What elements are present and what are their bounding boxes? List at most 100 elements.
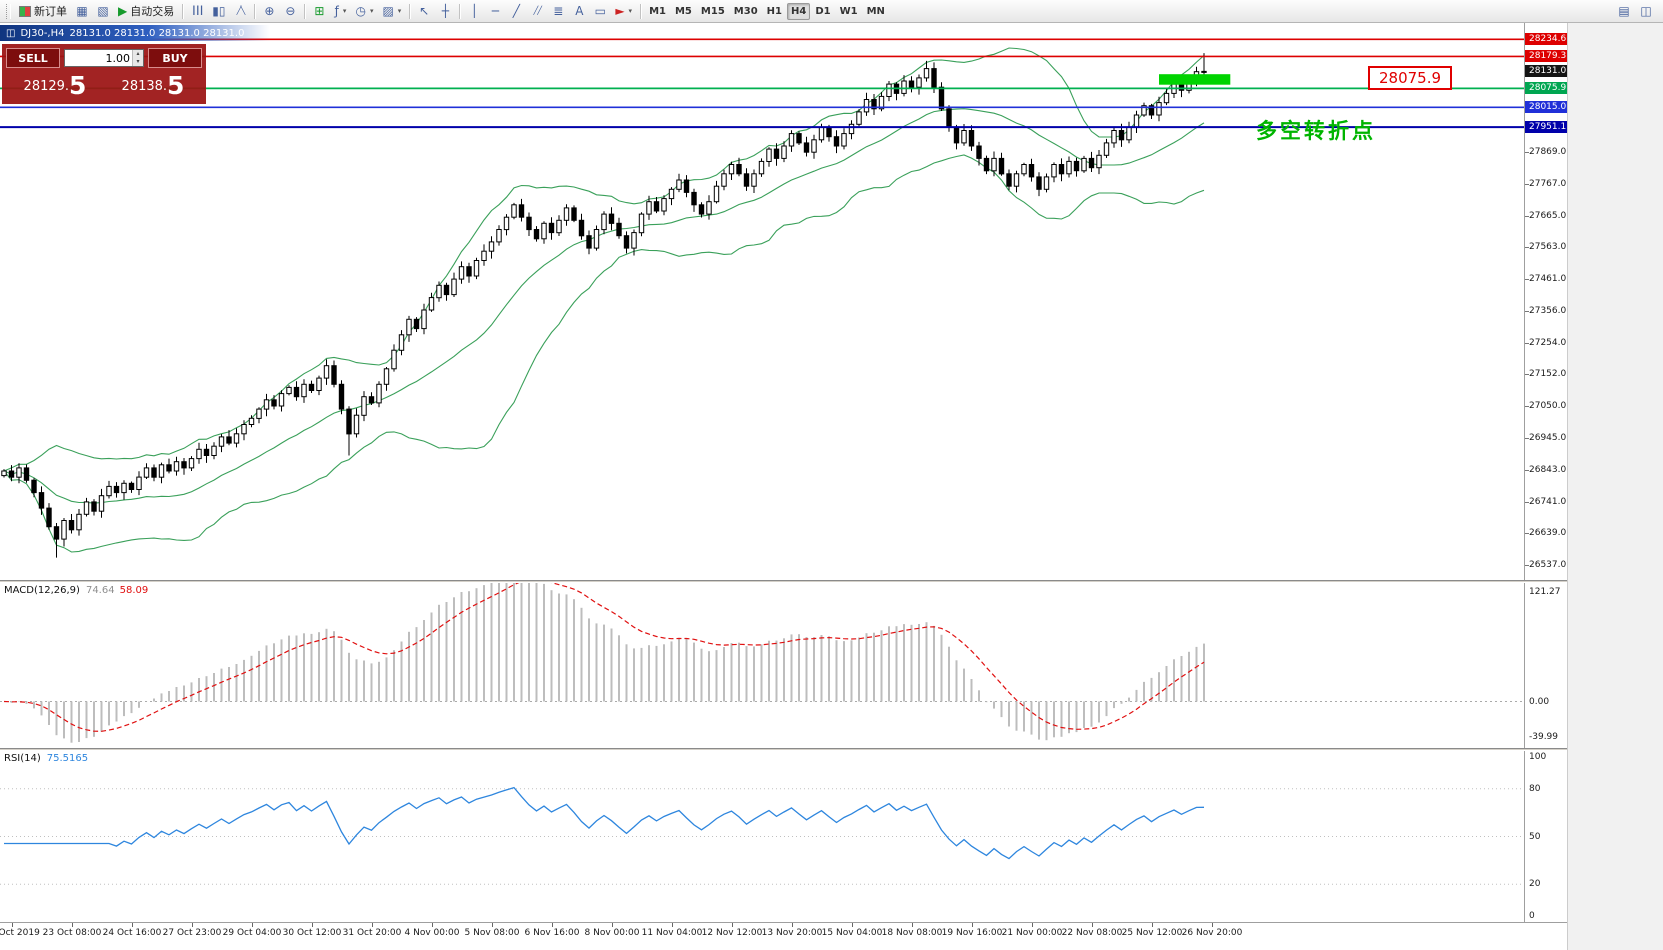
chart-window-caption[interactable]: ◫ DJ30-,H4 28131.0 28131.0 28131.0 28131… [0, 25, 270, 41]
templates-button[interactable]: ▨ ▾ [378, 2, 405, 21]
time-axis-tick [312, 923, 313, 927]
time-axis-tick [72, 923, 73, 927]
time-axis-label: 29 Oct 04:00 [222, 928, 282, 938]
text-tool-button[interactable]: A [569, 2, 589, 21]
dropdown-caret-icon: ▾ [397, 7, 402, 15]
price-axis[interactable]: 27869.0 27767.0 27665.0 27563.0 27461.0 27356… [1524, 23, 1567, 922]
price-axis-label: 27356.0 [1529, 306, 1567, 316]
horizontal-line-tool-button[interactable]: ─ [485, 2, 505, 21]
panel-splitter[interactable] [0, 748, 1567, 751]
time-axis-tick [432, 923, 433, 927]
zoom-out-button[interactable]: ⊖ [280, 2, 300, 21]
bar-chart-button[interactable]: ┃┃┃ [187, 2, 207, 21]
timeframe-button-d1[interactable]: D1 [811, 3, 834, 20]
horizontal-line-icon: ─ [491, 4, 499, 18]
time-axis-label: 6 Nov 16:00 [524, 928, 580, 938]
lot-size-stepper[interactable]: ▴ ▾ [132, 50, 143, 66]
turning-point-annotation[interactable]: 多空转折点 [1256, 119, 1376, 143]
timeframe-button-m30[interactable]: M30 [730, 3, 762, 20]
time-axis-tick [252, 923, 253, 927]
toolbar-grip[interactable] [6, 3, 11, 19]
timeframe-button-m1[interactable]: M1 [645, 3, 670, 20]
arrows-tool-button[interactable]: ► ▾ [611, 2, 636, 21]
periods-button[interactable]: ◷ ▾ [351, 2, 377, 21]
timeframe-button-h1[interactable]: H1 [763, 3, 786, 20]
macd-axis-label: -39.99 [1529, 732, 1559, 742]
profiles-button[interactable]: ▧ [93, 2, 113, 21]
timeframe-button-w1[interactable]: W1 [836, 3, 862, 20]
time-axis-label: 22 Nov 08:00 [1061, 928, 1123, 938]
price-axis-tick [1525, 184, 1529, 185]
timeframe-button-m5[interactable]: M5 [671, 3, 696, 20]
trendline-tool-button[interactable]: ╱ [506, 2, 526, 21]
zoom-in-button[interactable]: ⊕ [259, 2, 279, 21]
spin-down-icon[interactable]: ▾ [133, 58, 143, 66]
new-order-button[interactable]: 新订单 [15, 2, 71, 21]
cursor-icon: ↖ [419, 4, 430, 18]
lot-size-input[interactable] [65, 51, 132, 65]
buy-price-big-digit: 5 [167, 71, 185, 100]
fibonacci-tool-button[interactable]: ≣ [548, 2, 568, 21]
time-axis-label: 11 Nov 04:00 [641, 928, 703, 938]
tile-windows-button[interactable]: ⊞ [309, 2, 329, 21]
sell-button[interactable]: SELL [6, 48, 60, 68]
toolbar-more-icon-1: ▤ [1618, 4, 1630, 18]
spin-up-icon[interactable]: ▴ [133, 50, 143, 58]
time-axis-label: 8 Nov 00:00 [584, 928, 640, 938]
price-axis-tick [1525, 533, 1529, 534]
toolbar-separator [254, 3, 256, 19]
price-axis-tick [1525, 311, 1529, 312]
price-axis-tick [1525, 502, 1529, 503]
macd-name: MACD(12,26,9) [4, 585, 80, 596]
toolbar-more-icon-2: ◫ [1640, 4, 1652, 18]
toolbar: 新订单 ▦ ▧ ▶ 自动交易 ┃┃┃ ▮▯ ╱╲ ⊕ ⊖ ⊞ ƒ ▾ ◷ ▾ ▨ ▾ … [0, 0, 1663, 23]
lot-size-box: ▴ ▾ [64, 49, 144, 67]
time-axis-tick [1032, 923, 1033, 927]
rsi-value: 75.5165 [46, 753, 89, 764]
toolbar-more-button-2[interactable]: ◫ [1636, 2, 1656, 21]
price-axis-label: 27050.0 [1529, 401, 1567, 411]
panel-splitter[interactable] [0, 580, 1567, 583]
time-axis-label: 22 Oct 2019 [0, 928, 40, 938]
vertical-line-tool-button[interactable]: │ [464, 2, 484, 21]
timeframe-button-m15[interactable]: M15 [697, 3, 729, 20]
main-chart-panel[interactable]: ◫ DJ30-,H4 28131.0 28131.0 28131.0 28131… [0, 23, 1524, 580]
macd-signal-value: 58.09 [119, 585, 149, 596]
new-order-icon [19, 5, 31, 17]
label-tool-button[interactable]: ▭ [590, 2, 610, 21]
candlestick-chart-button[interactable]: ▮▯ [208, 2, 229, 21]
price-axis-label: 26537.0 [1529, 560, 1567, 570]
rsi-label: RSI(14) 75.5165 [4, 753, 88, 764]
toolbar-more-button-1[interactable]: ▤ [1614, 2, 1634, 21]
main-chart-canvas[interactable] [0, 23, 1524, 580]
timeframe-button-mn[interactable]: MN [863, 3, 889, 20]
rsi-canvas[interactable] [0, 751, 1524, 922]
buy-price-prefix: 28138. [121, 79, 168, 94]
channel-tool-button[interactable]: ╱╱ [527, 2, 547, 21]
charts-list-button[interactable]: ▦ [72, 2, 92, 21]
macd-canvas[interactable] [0, 583, 1524, 748]
time-axis-tick [612, 923, 613, 927]
rsi-indicator-panel[interactable]: RSI(14) 75.5165 [0, 751, 1524, 922]
time-axis-label: 31 Oct 20:00 [342, 928, 402, 938]
timeframe-button-group: M1 M5 M15 M30 H1 H4 D1 W1 MN [645, 2, 889, 20]
macd-indicator-panel[interactable]: MACD(12,26,9) 74.64 58.09 [0, 583, 1524, 748]
price-axis-tick [1525, 374, 1529, 375]
timeframe-button-h4[interactable]: H4 [786, 2, 811, 20]
time-axis-tick [12, 923, 13, 927]
price-axis-label: 26945.0 [1529, 433, 1567, 443]
price-level-label[interactable]: 28075.9 [1368, 66, 1453, 90]
line-chart-button[interactable]: ╱╲ [230, 2, 250, 21]
new-order-label: 新订单 [34, 5, 67, 18]
price-badge: 28075.9 [1525, 82, 1567, 94]
indicators-button[interactable]: ƒ ▾ [330, 2, 350, 21]
highlight-zone-rectangle[interactable] [1159, 74, 1231, 85]
crosshair-button[interactable]: ┼ [435, 2, 455, 21]
dropdown-caret-icon: ▾ [369, 7, 374, 15]
cursor-button[interactable]: ↖ [414, 2, 434, 21]
price-axis-tick [1525, 247, 1529, 248]
autotrading-button[interactable]: ▶ 自动交易 [114, 2, 178, 21]
buy-button[interactable]: BUY [148, 48, 202, 68]
